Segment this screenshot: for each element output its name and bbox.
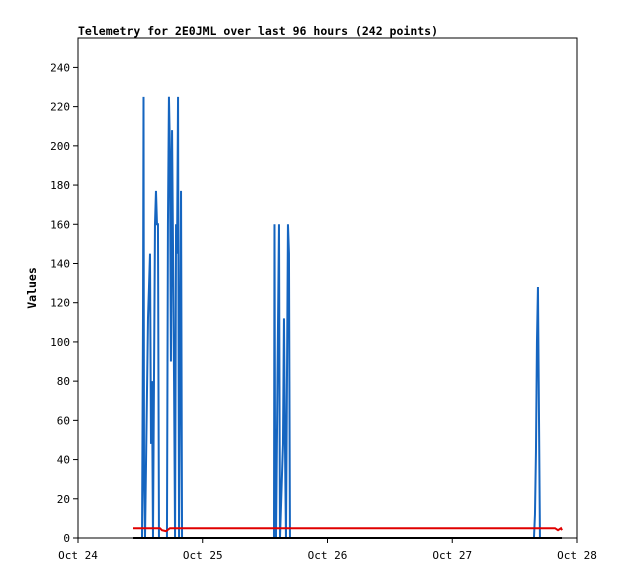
y-axis-label: Values bbox=[25, 267, 39, 309]
y-tick-label: 160 bbox=[50, 218, 70, 231]
y-tick-label: 20 bbox=[57, 493, 70, 506]
x-tick-label: Oct 24 bbox=[58, 549, 98, 562]
y-tick-label: 40 bbox=[57, 454, 70, 467]
y-tick-label: 220 bbox=[50, 101, 70, 114]
x-tick-label: Oct 26 bbox=[308, 549, 348, 562]
y-tick-label: 0 bbox=[63, 532, 70, 545]
series-line bbox=[133, 526, 563, 533]
x-tick-label: Oct 25 bbox=[183, 549, 223, 562]
y-tick-label: 180 bbox=[50, 179, 70, 192]
y-tick-label: 200 bbox=[50, 140, 70, 153]
series-line bbox=[141, 96, 541, 539]
x-tick-label: Oct 28 bbox=[557, 549, 597, 562]
y-tick-label: 240 bbox=[50, 61, 70, 74]
y-tick-label: 140 bbox=[50, 257, 70, 270]
chart-title: Telemetry for 2E0JML over last 96 hours … bbox=[78, 24, 438, 38]
y-tick-label: 60 bbox=[57, 414, 70, 427]
y-tick-label: 100 bbox=[50, 336, 70, 349]
y-tick-label: 120 bbox=[50, 297, 70, 310]
y-tick-label: 80 bbox=[57, 375, 70, 388]
x-tick-label: Oct 27 bbox=[432, 549, 472, 562]
